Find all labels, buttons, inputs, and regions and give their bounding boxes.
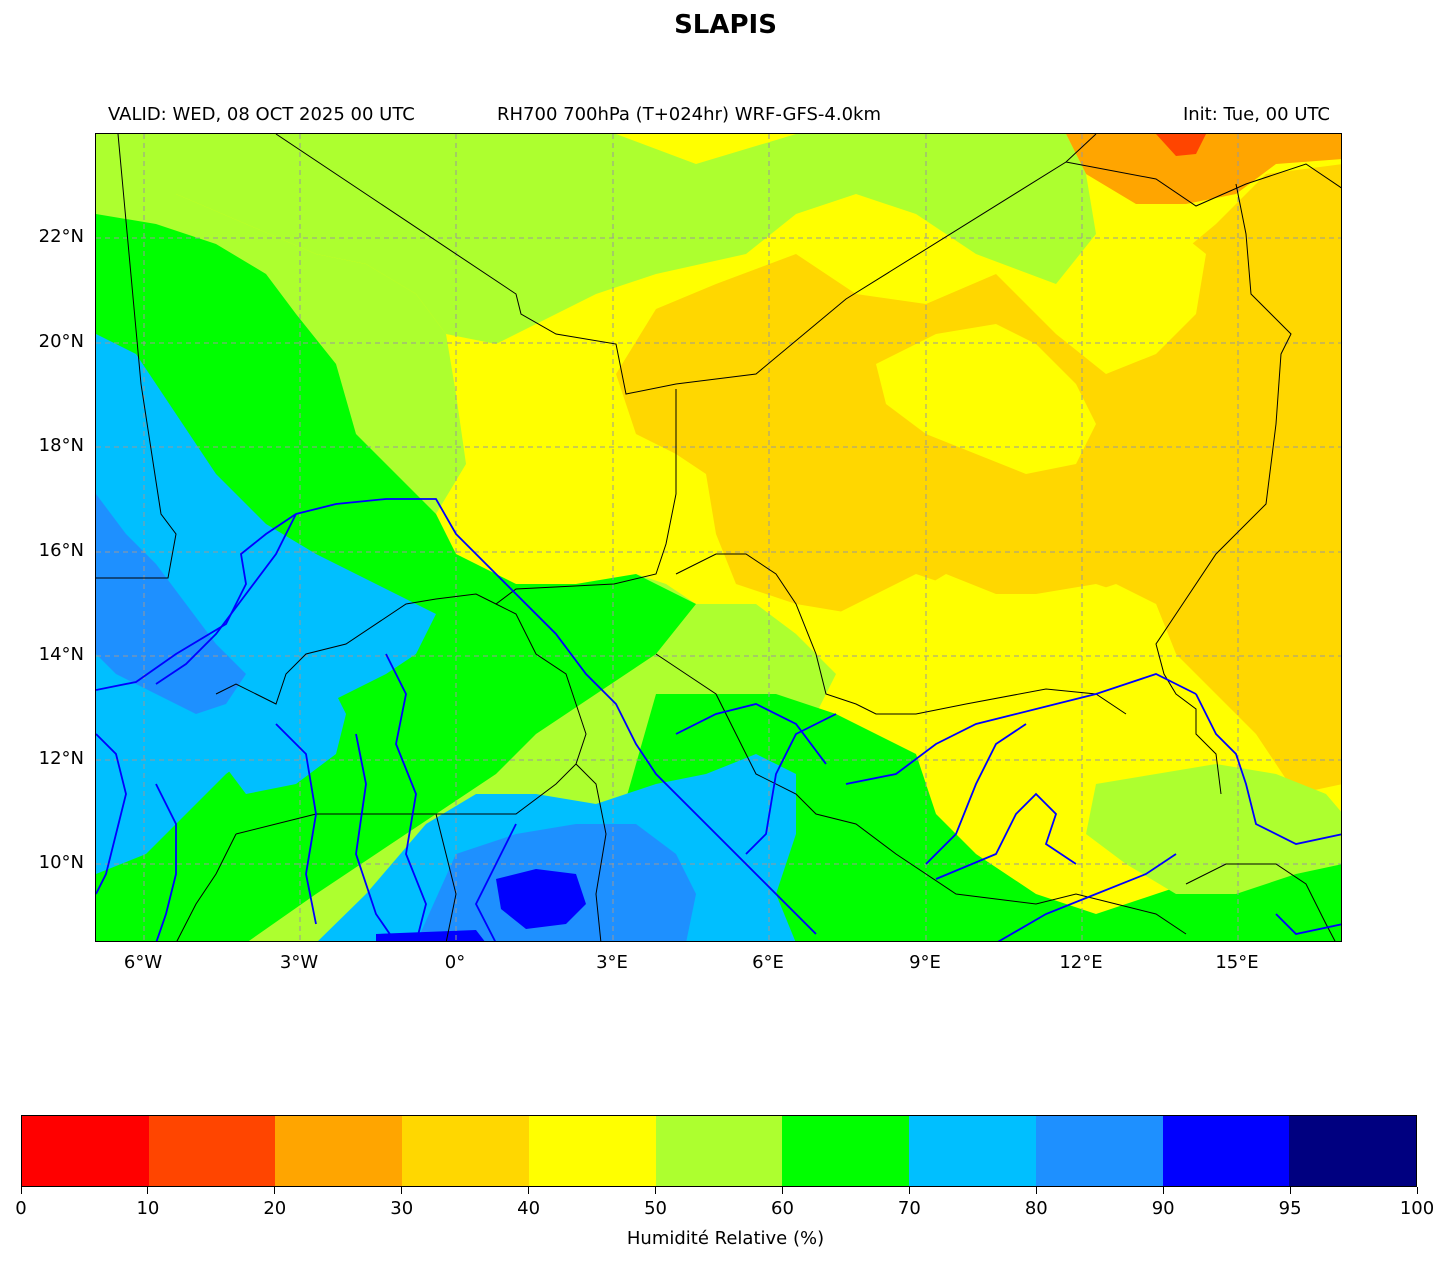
colorbar-tick: [908, 1187, 910, 1194]
rh-zone-70-80-west: [96, 334, 436, 874]
lon-label-6w: 6°W: [123, 952, 163, 973]
lon-label-6e: 6°E: [752, 952, 784, 973]
colorbar-tick-label: 100: [1399, 1198, 1435, 1219]
rh-zone-70-80-central: [216, 654, 346, 794]
colorbar: [21, 1115, 1417, 1187]
colorbar-segment: [1289, 1116, 1417, 1186]
rh-zone-80-90-west: [96, 494, 246, 714]
rh-zone-90-95-edge: [376, 930, 485, 941]
country-borders: [96, 134, 1341, 941]
colorbar-tick-label: 50: [644, 1198, 667, 1219]
lat-label-10n: 10°N: [38, 852, 84, 873]
colorbar-tick-label: 95: [1278, 1198, 1302, 1219]
rh-zone-50-60-south-inner: [1086, 764, 1341, 894]
humidity-map-svg: [96, 134, 1341, 941]
colorbar-tick: [20, 1187, 22, 1194]
colorbar-tick: [274, 1187, 276, 1194]
lat-label-20n: 20°N: [38, 331, 84, 352]
colorbar-tick: [1289, 1187, 1291, 1194]
lon-label-9e: 9°E: [909, 952, 941, 973]
lon-label-3e: 3°E: [596, 952, 628, 973]
colorbar-tick: [147, 1187, 149, 1194]
colorbar-tick-label: 0: [15, 1198, 27, 1219]
colorbar-segment: [402, 1116, 529, 1186]
colorbar-segment: [909, 1116, 1036, 1186]
gridlines: [96, 134, 1341, 941]
colorbar-tick: [1416, 1187, 1418, 1194]
rh-zone-40-50-south: [796, 574, 1256, 834]
init-time-label: Init: Tue, 00 UTC: [1182, 104, 1330, 125]
chart-title: SLAPIS: [674, 10, 777, 40]
colorbar-tick: [655, 1187, 657, 1194]
colorbar-tick: [401, 1187, 403, 1194]
colorbar-segment: [275, 1116, 403, 1186]
humidity-map: [95, 133, 1342, 942]
colorbar-segment: [22, 1116, 149, 1186]
colorbar-tick: [1162, 1187, 1164, 1194]
colorbar-tick-label: 90: [1151, 1198, 1175, 1219]
colorbar-tick: [781, 1187, 783, 1194]
lat-label-16n: 16°N: [38, 540, 84, 561]
lon-label-0: 0°: [444, 952, 466, 973]
field-description-label: RH700 700hPa (T+024hr) WRF-GFS-4.0km: [497, 104, 881, 125]
rh-zone-50-60-north: [96, 134, 1096, 344]
rh-zone-40-50-east-inner: [1056, 214, 1206, 374]
colorbar-tick: [528, 1187, 530, 1194]
colorbar-tick-label: 70: [897, 1198, 921, 1219]
colorbar-tick-label: 40: [517, 1198, 541, 1219]
colorbar-tick-label: 20: [263, 1198, 287, 1219]
lat-label-12n: 12°N: [38, 748, 84, 769]
colorbar-tick-label: 60: [771, 1198, 794, 1219]
colorbar-tick-label: 80: [1024, 1198, 1048, 1219]
rh-zone-10-20-ne: [1156, 134, 1206, 156]
rh-zone-40-50-inner: [876, 324, 1096, 474]
lon-label-12e: 12°E: [1059, 952, 1103, 973]
lat-label-14n: 14°N: [38, 644, 84, 665]
colorbar-tick: [1035, 1187, 1037, 1194]
colorbar-tick-label: 30: [390, 1198, 414, 1219]
rivers: [96, 498, 1341, 941]
lon-label-15e: 15°E: [1215, 952, 1259, 973]
lon-label-3w: 3°W: [279, 952, 319, 973]
colorbar-segment: [1162, 1116, 1290, 1186]
colorbar-title: Humidité Relative (%): [626, 1228, 825, 1249]
lat-label-22n: 22°N: [38, 226, 84, 247]
colorbar-segment: [148, 1116, 276, 1186]
colorbar-segment: [782, 1116, 910, 1186]
valid-time-label: VALID: WED, 08 OCT 2025 00 UTC: [108, 104, 415, 125]
colorbar-tick-label: 10: [136, 1198, 160, 1219]
lat-label-18n: 18°N: [38, 435, 84, 456]
colorbar-segment: [655, 1116, 783, 1186]
rh-zone-90-95-south: [496, 869, 586, 929]
colorbar-segment: [528, 1116, 656, 1186]
colorbar-segment: [1035, 1116, 1163, 1186]
rh-zone-20-30-ne: [1066, 134, 1341, 204]
